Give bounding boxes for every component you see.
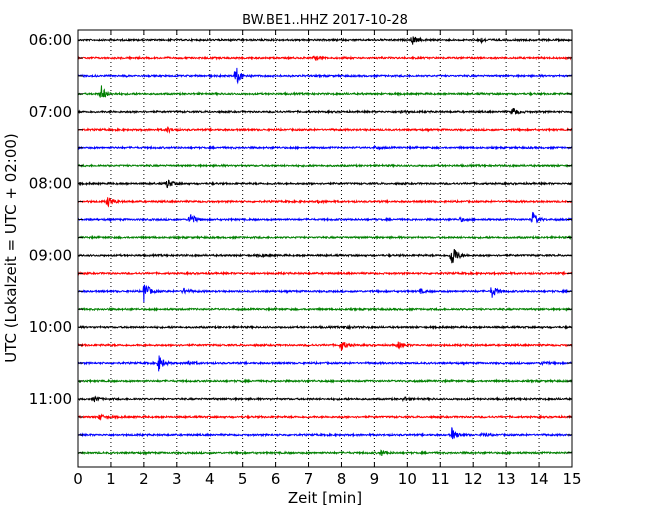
x-tick-label: 13 bbox=[497, 470, 516, 488]
x-axis-label: Zeit [min] bbox=[288, 489, 362, 507]
x-tick-label: 11 bbox=[431, 470, 450, 488]
seismic-trace bbox=[77, 126, 573, 135]
seismic-trace bbox=[77, 36, 573, 45]
seismic-trace bbox=[77, 341, 573, 351]
x-tick-label: 14 bbox=[530, 470, 549, 488]
x-tick-label: 0 bbox=[73, 470, 83, 488]
x-tick-label: 6 bbox=[271, 470, 281, 488]
plot-frame bbox=[77, 29, 573, 468]
seismic-trace bbox=[77, 427, 573, 440]
y-tick-label: 11:00 bbox=[29, 390, 72, 408]
x-tick-label: 5 bbox=[238, 470, 248, 488]
seismic-trace bbox=[77, 85, 573, 98]
seismic-trace bbox=[77, 234, 573, 241]
vertical-gridlines bbox=[110, 30, 540, 467]
seismic-trace bbox=[77, 284, 573, 303]
seismic-trace bbox=[77, 324, 573, 331]
x-tick-label: 7 bbox=[304, 470, 314, 488]
seismic-trace bbox=[77, 306, 573, 312]
seismic-trace bbox=[77, 162, 573, 169]
x-tick-label: 9 bbox=[370, 470, 380, 488]
chart-title: BW.BE1..HHZ 2017-10-28 bbox=[242, 13, 408, 28]
y-axis-ticks: 06:00 07:00 08:00 09:00 10:00 11:00 bbox=[29, 31, 572, 454]
seismic-trace bbox=[77, 378, 573, 384]
y-tick-label: 10:00 bbox=[29, 318, 72, 336]
x-tick-label: 15 bbox=[562, 470, 581, 488]
seismic-trace bbox=[77, 395, 573, 403]
x-tick-label: 3 bbox=[172, 470, 182, 488]
seismic-trace bbox=[77, 211, 573, 224]
seismic-trace bbox=[77, 55, 573, 62]
seismic-trace bbox=[77, 179, 573, 189]
seismic-traces bbox=[77, 36, 573, 457]
x-tick-label: 4 bbox=[205, 470, 215, 488]
x-tick-label: 10 bbox=[398, 470, 417, 488]
x-tick-label: 2 bbox=[139, 470, 149, 488]
seismic-trace bbox=[77, 248, 573, 264]
y-tick-label: 09:00 bbox=[29, 246, 72, 264]
x-axis-ticks: 0 1 2 3 4 5 6 7 8 9 10 11 12 13 14 15 bbox=[73, 30, 582, 488]
seismic-trace bbox=[77, 449, 573, 457]
y-tick-label: 07:00 bbox=[29, 103, 72, 121]
x-tick-label: 12 bbox=[464, 470, 483, 488]
x-tick-label: 8 bbox=[337, 470, 347, 488]
seismic-trace bbox=[77, 197, 573, 208]
x-tick-label: 1 bbox=[106, 470, 116, 488]
seismic-trace bbox=[77, 413, 573, 421]
seismic-trace bbox=[77, 355, 573, 372]
seismic-trace bbox=[77, 270, 573, 277]
y-tick-label: 06:00 bbox=[29, 31, 72, 49]
y-tick-label: 08:00 bbox=[29, 175, 72, 193]
seismic-trace bbox=[77, 107, 573, 115]
seismic-trace bbox=[77, 144, 573, 151]
seismic-trace bbox=[77, 67, 573, 85]
y-axis-label: UTC (Lokalzeit = UTC + 02:00) bbox=[2, 133, 20, 363]
